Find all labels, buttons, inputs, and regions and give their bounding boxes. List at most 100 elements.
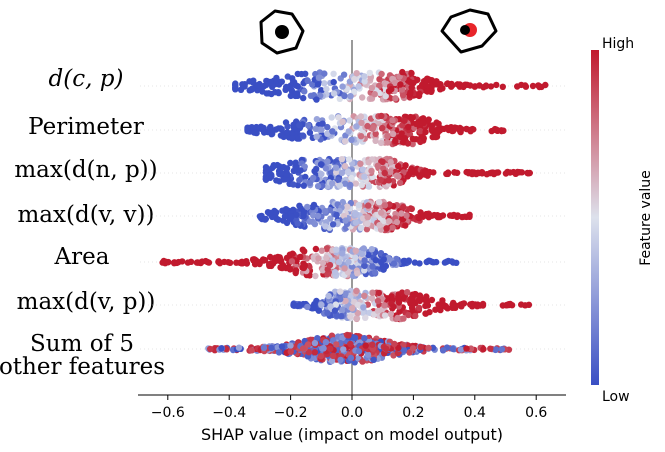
shap-point bbox=[218, 345, 225, 352]
shap-point bbox=[263, 81, 270, 89]
shap-point bbox=[467, 345, 475, 352]
shap-point bbox=[311, 220, 319, 228]
shap-point bbox=[378, 209, 385, 216]
shap-point bbox=[290, 181, 297, 188]
shap-point bbox=[314, 335, 321, 342]
shap-point bbox=[312, 245, 320, 253]
shap-point bbox=[294, 302, 301, 310]
shap-point bbox=[401, 135, 409, 142]
shap-point bbox=[449, 212, 456, 219]
shap-point bbox=[401, 117, 408, 124]
shap-point bbox=[318, 170, 325, 178]
shap-point bbox=[292, 159, 299, 166]
shap-point bbox=[420, 119, 427, 127]
shap-point bbox=[278, 343, 286, 350]
shap-point bbox=[278, 126, 285, 133]
shap-point bbox=[449, 82, 456, 89]
shap-point bbox=[216, 260, 224, 267]
shap-point bbox=[338, 156, 346, 163]
shap-point bbox=[353, 287, 360, 295]
shap-point bbox=[326, 261, 334, 269]
shap-point bbox=[256, 213, 264, 220]
shap-point bbox=[315, 307, 322, 314]
shap-point bbox=[400, 203, 407, 211]
shap-point bbox=[352, 180, 360, 187]
shap-point bbox=[359, 309, 366, 316]
x-axis: −0.6 −0.4 −0.2 0.0 0.2 0.4 0.6 SHAP value (imp… bbox=[138, 394, 566, 444]
shap-point bbox=[296, 202, 303, 209]
shap-point bbox=[286, 266, 294, 273]
shap-point bbox=[422, 80, 429, 88]
shap-point bbox=[436, 213, 444, 221]
shap-point bbox=[478, 170, 486, 177]
shap-point bbox=[361, 78, 368, 85]
shap-point bbox=[323, 245, 331, 252]
shap-point bbox=[304, 203, 311, 211]
shap-point bbox=[409, 135, 416, 142]
shap-point bbox=[300, 182, 307, 189]
shap-point bbox=[339, 334, 346, 341]
shap-point bbox=[360, 304, 367, 311]
shap-point bbox=[395, 344, 402, 351]
shap-point bbox=[337, 356, 344, 364]
shap-point bbox=[342, 217, 349, 224]
shap-point bbox=[288, 135, 296, 142]
shap-point bbox=[389, 224, 396, 231]
shap-point bbox=[482, 83, 489, 90]
shap-point bbox=[408, 70, 415, 77]
shap-point bbox=[328, 114, 335, 121]
shap-point bbox=[323, 254, 330, 261]
shap-point bbox=[361, 262, 368, 269]
shap-point bbox=[372, 137, 379, 144]
shap-point bbox=[319, 259, 327, 267]
shap-point bbox=[344, 203, 351, 210]
shap-point bbox=[401, 257, 408, 265]
shap-point bbox=[347, 340, 354, 348]
shap-point bbox=[449, 345, 456, 352]
shap-point bbox=[424, 75, 431, 82]
shap-point bbox=[387, 310, 394, 318]
shap-point bbox=[357, 224, 365, 231]
shap-point bbox=[235, 344, 243, 351]
shap-point bbox=[425, 116, 432, 123]
shap-point bbox=[360, 245, 367, 252]
shap-point bbox=[341, 180, 349, 187]
shap-point bbox=[491, 169, 498, 177]
shap-point bbox=[463, 345, 470, 352]
shap-point bbox=[321, 70, 328, 77]
shap-point bbox=[292, 82, 300, 89]
shap-point bbox=[324, 123, 331, 131]
shap-point bbox=[292, 267, 300, 274]
shap-point bbox=[432, 78, 439, 86]
shap-point bbox=[299, 345, 307, 352]
shap-point bbox=[409, 345, 417, 352]
shap-point bbox=[325, 292, 332, 300]
shap-point bbox=[322, 223, 329, 230]
shap-point bbox=[287, 92, 294, 100]
shap-point bbox=[301, 163, 308, 170]
x-tick-label: 0.2 bbox=[402, 405, 424, 421]
shap-point bbox=[474, 303, 481, 310]
shap-point bbox=[369, 263, 376, 270]
shap-point bbox=[353, 70, 360, 77]
shap-point bbox=[324, 309, 331, 317]
shap-point bbox=[344, 168, 352, 175]
shap-point bbox=[276, 254, 283, 262]
shap-point bbox=[187, 258, 195, 265]
shap-point bbox=[492, 346, 500, 353]
shap-point bbox=[275, 89, 282, 97]
shap-point bbox=[278, 169, 285, 177]
shap-point bbox=[287, 342, 294, 349]
shap-point bbox=[331, 307, 339, 314]
shap-point bbox=[398, 130, 405, 137]
shap-point bbox=[342, 290, 349, 298]
shap-point bbox=[399, 92, 407, 99]
shap-point bbox=[408, 84, 415, 91]
shap-point bbox=[439, 347, 447, 354]
shap-point bbox=[260, 129, 268, 136]
shap-point bbox=[318, 87, 325, 94]
shap-point bbox=[279, 261, 287, 269]
shap-point bbox=[406, 170, 413, 177]
shap-point bbox=[378, 112, 385, 120]
x-tick-label: −0.2 bbox=[274, 405, 308, 421]
